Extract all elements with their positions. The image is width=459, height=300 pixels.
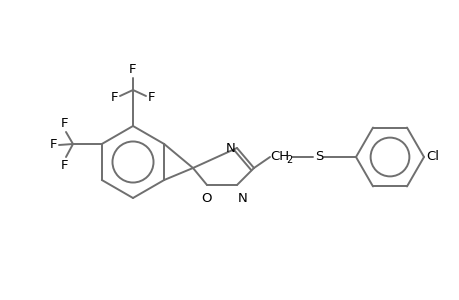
Text: F: F — [61, 159, 68, 172]
Text: F: F — [50, 139, 57, 152]
Text: Cl: Cl — [425, 151, 438, 164]
Text: F: F — [110, 91, 118, 103]
Text: N: N — [237, 192, 247, 205]
Text: S: S — [314, 151, 323, 164]
Text: F: F — [61, 117, 68, 130]
Text: F: F — [148, 91, 155, 103]
Text: 2: 2 — [285, 155, 291, 165]
Text: N: N — [226, 142, 235, 154]
Text: F: F — [129, 63, 136, 76]
Text: CH: CH — [269, 151, 289, 164]
Text: O: O — [202, 192, 212, 205]
